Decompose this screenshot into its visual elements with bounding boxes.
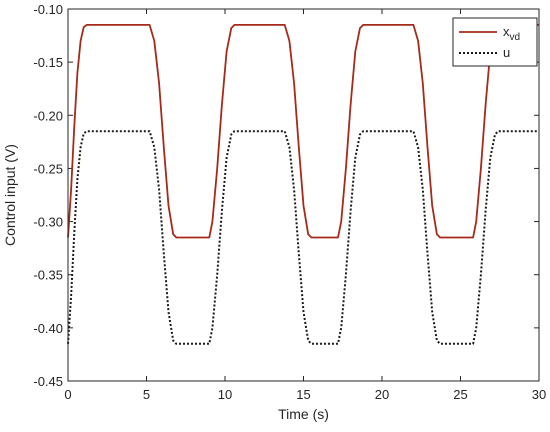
y-tick-label: -0.15 (33, 55, 63, 70)
x-tick-label: 10 (218, 387, 232, 402)
y-tick-label: -0.25 (33, 161, 63, 176)
legend: xvd u (452, 17, 538, 67)
y-tick-label: -0.30 (33, 215, 63, 230)
y-axis-label: Control input (V) (2, 144, 18, 246)
legend-label: u (503, 45, 510, 60)
y-axis: -0.45 -0.40 -0.35 -0.30 -0.25 -0.20 -0.15 -0.10 (33, 2, 539, 389)
y-tick-label: -0.20 (33, 108, 63, 123)
legend-label: xvd (503, 24, 520, 43)
x-tick-label: 30 (532, 387, 546, 402)
series-line-u (67, 130, 539, 345)
y-tick-label: -0.35 (33, 268, 63, 283)
series-line-xvd (67, 23, 539, 239)
x-tick-label: 20 (375, 387, 389, 402)
x-tick-label: 15 (296, 387, 310, 402)
x-tick-label: 5 (143, 387, 150, 402)
x-axis: 0 5 10 15 20 25 30 (64, 9, 546, 402)
y-tick-label: -0.10 (33, 2, 63, 17)
y-tick-label: -0.45 (33, 374, 63, 389)
x-tick-label: 25 (453, 387, 467, 402)
y-tick-label: -0.40 (33, 321, 63, 336)
x-tick-label: 0 (64, 387, 71, 402)
series-layer (67, 23, 539, 345)
legend-box (452, 17, 538, 67)
plot-frame (67, 8, 540, 382)
x-axis-label: Time (s) (278, 406, 329, 422)
